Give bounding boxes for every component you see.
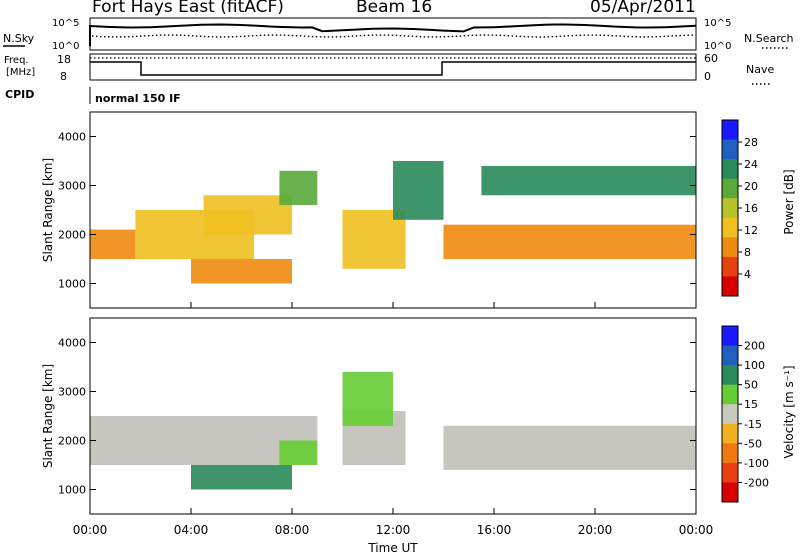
nave-tick-high: 60: [704, 52, 718, 65]
power-band-2: [191, 259, 292, 284]
x-tick-label: 00:00: [73, 523, 108, 537]
colorbar-swatch: [722, 423, 738, 444]
y-tick-label: 2000: [58, 229, 86, 242]
frequency-trace: [90, 61, 696, 76]
colorbar-tick-label: -200: [744, 476, 769, 489]
y-tick-label: 3000: [58, 180, 86, 193]
nsearch-trace: [89, 34, 697, 38]
x-axis-label: Time UT: [367, 541, 418, 554]
colorbar-swatch: [722, 276, 738, 297]
colorbar-tick-label: 24: [744, 158, 758, 171]
freq-tick-high: 18: [57, 53, 71, 66]
colorbar-tick-label: 4: [744, 268, 751, 281]
velocity-band-3: [279, 440, 318, 465]
colorbar-tick-label: 100: [744, 359, 765, 372]
colorbar-tick-label: -50: [744, 437, 762, 450]
nsearch-label: N.Search: [744, 32, 794, 45]
y-tick-label: 1000: [58, 484, 86, 497]
colorbar-swatch: [722, 198, 738, 219]
date-title: 05/Apr/2011: [590, 0, 696, 17]
power-band-8: [481, 165, 696, 196]
freq-panel: Freq. [MHz] 18 8 60 0 Nave: [4, 52, 774, 85]
colorbar-tick-label: 16: [744, 202, 758, 215]
y-tick-label: 4000: [58, 337, 86, 350]
noise-tick-low: 10^0: [52, 41, 79, 52]
nsky-label: N.Sky: [3, 32, 35, 45]
freq-unit: [MHz]: [6, 67, 35, 78]
noise-tick-low-right: 10^0: [704, 41, 731, 52]
colorbar-tick-label: 20: [744, 180, 758, 193]
freq-panel-frame: [89, 53, 697, 81]
colorbar-swatch: [722, 178, 738, 199]
noise-tick-high-right: 10^5: [704, 18, 731, 29]
x-tick-label: 04:00: [174, 523, 209, 537]
colorbar-swatch: [722, 404, 738, 425]
y-tick-label: 1000: [58, 278, 86, 291]
colorbar-tick-label: 12: [744, 224, 758, 237]
power-band-0: [90, 229, 136, 259]
cpid-panel: CPID normal 150 IF: [5, 87, 181, 105]
colorbar-tick-label: 8: [744, 246, 751, 259]
colorbar-swatch: [722, 139, 738, 160]
power-band-6: [393, 161, 444, 220]
power-colorbar-label: Power [dB]: [782, 169, 796, 234]
noise-panel: N.Sky 10^5 10^0 10^5 10^0 N.Search: [3, 17, 794, 52]
colorbar-swatch: [722, 462, 738, 483]
x-tick-label: 16:00: [477, 523, 512, 537]
velocity-band-5: [342, 371, 393, 426]
colorbar-swatch: [722, 365, 738, 386]
power-ylabel: Slant Range [km]: [41, 158, 55, 262]
colorbar-tick-label: 28: [744, 136, 758, 149]
station-title: Fort Hays East (fitACF): [92, 0, 284, 17]
colorbar-tick-label: -15: [744, 418, 762, 431]
power-band-3: [203, 195, 292, 235]
nsky-trace: [89, 23, 697, 46]
colorbar-tick-label: 200: [744, 340, 765, 353]
noise-panel-frame: [89, 17, 697, 51]
velocity-panel: 4000 3000 2000 1000 Slant Range [km] 200 100…: [41, 317, 796, 515]
freq-tick-low: 8: [60, 70, 67, 83]
cpid-value: normal 150 IF: [95, 92, 181, 105]
colorbar-swatch: [722, 159, 738, 180]
y-tick-label: 2000: [58, 435, 86, 448]
colorbar-swatch: [722, 443, 738, 464]
power-panel: 4000 3000 2000 1000 Slant Range [km] 28 24 20…: [41, 111, 796, 309]
power-band-4: [279, 170, 318, 206]
velocity-band-2: [191, 465, 292, 490]
x-tick-label: 12:00: [376, 523, 411, 537]
colorbar-frame: [721, 325, 739, 503]
power-band-7: [443, 224, 696, 259]
x-tick-label: 20:00: [578, 523, 613, 537]
beam-title: Beam 16: [356, 0, 433, 17]
colorbar-swatch: [722, 384, 738, 405]
x-tick-label: 08:00: [275, 523, 310, 537]
colorbar-swatch: [722, 237, 738, 258]
colorbar-tick-label: 50: [744, 379, 758, 392]
colorbar-swatch: [722, 217, 738, 238]
colorbar-swatch: [722, 482, 738, 503]
colorbar-swatch: [722, 256, 738, 277]
y-tick-label: 3000: [58, 386, 86, 399]
colorbar-tick-label: -100: [744, 457, 769, 470]
freq-label: Freq.: [4, 55, 29, 66]
colorbar-swatch: [722, 326, 738, 347]
velocity-band-1: [443, 425, 696, 470]
nave-label: Nave: [746, 63, 774, 76]
colorbar-swatch: [722, 120, 738, 141]
velocity-ylabel: Slant Range [km]: [41, 364, 55, 468]
velocity-colorbar-label: Velocity [m s⁻¹]: [782, 365, 796, 458]
y-tick-label: 4000: [58, 131, 86, 144]
noise-tick-high: 10^5: [52, 18, 79, 29]
colorbar-swatch: [722, 345, 738, 366]
colorbar-tick-label: 15: [744, 398, 758, 411]
x-tick-label: 00:00: [679, 523, 714, 537]
nave-tick-low: 0: [704, 70, 711, 83]
cpid-label: CPID: [5, 88, 34, 101]
